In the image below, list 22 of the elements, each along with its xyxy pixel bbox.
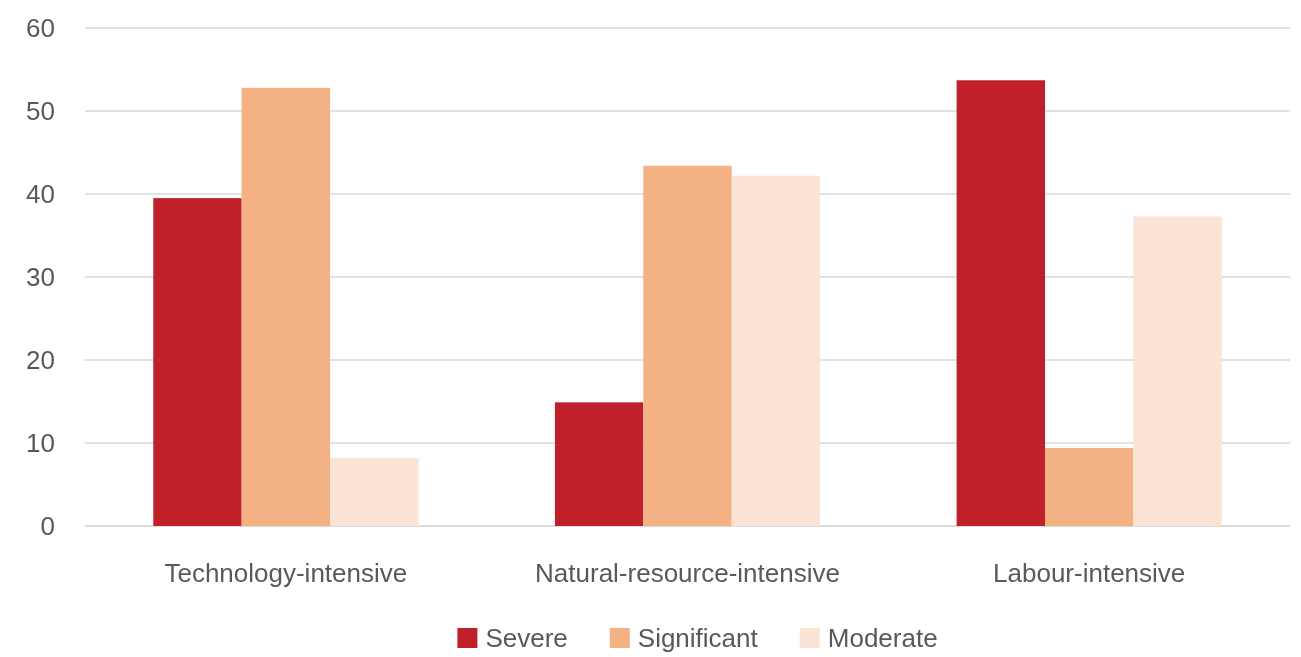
- y-tick-label: 20: [26, 344, 55, 375]
- bar: [1133, 216, 1222, 526]
- y-tick-label: 50: [26, 95, 55, 126]
- y-tick-label: 60: [26, 12, 55, 43]
- bar: [643, 165, 732, 526]
- bar: [1044, 447, 1134, 526]
- bar: [241, 87, 331, 526]
- bar: [956, 80, 1045, 526]
- x-tick-label: Labour-intensive: [993, 558, 1186, 589]
- y-tick-label: 40: [26, 178, 55, 209]
- legend-label: Moderate: [827, 623, 938, 653]
- legend-label: Significant: [637, 623, 759, 653]
- bar: [731, 175, 821, 526]
- x-tick-label: Technology-intensive: [164, 558, 408, 589]
- bar: [554, 402, 644, 526]
- x-tick-label: Natural-resource-intensive: [535, 558, 840, 589]
- bar: [330, 457, 419, 526]
- legend-label: Severe: [485, 623, 568, 653]
- y-tick-label: 30: [26, 261, 55, 292]
- y-tick-label: 10: [26, 427, 55, 458]
- y-tick-label: 0: [40, 510, 55, 541]
- bar: [153, 198, 242, 526]
